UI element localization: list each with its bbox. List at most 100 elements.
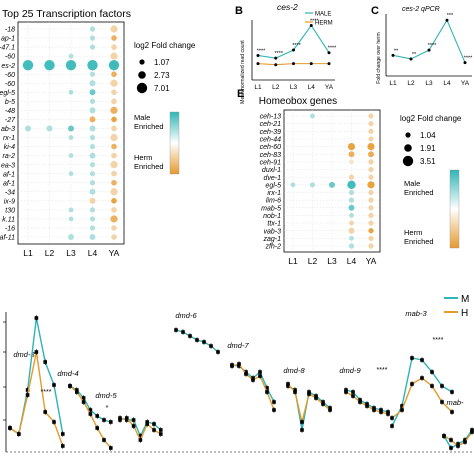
x-tick-label: L3 (290, 84, 298, 91)
row-label: ea-3 (1, 162, 15, 169)
series-point (68, 384, 72, 388)
row-label: ttx-1 (267, 221, 281, 228)
series-point (256, 53, 260, 57)
x-tick-label: L3 (425, 80, 433, 87)
panel-b-series: **** **** **** **** **** (256, 18, 337, 67)
legend-size-dot (404, 144, 412, 152)
row-label: ki-4 (4, 144, 15, 151)
group-label: dmd-3 (13, 350, 35, 359)
row-label: egl-5 (265, 182, 281, 189)
row-label: -48 (5, 108, 15, 115)
series-point (410, 382, 414, 386)
panel-a-dots (22, 25, 120, 240)
dot (348, 151, 355, 158)
x-tick-label: YA (461, 80, 470, 87)
panel-a-title: Top 25 Transcription factors (2, 8, 131, 20)
x-tick-label: YA (325, 84, 334, 91)
series-point (258, 370, 262, 374)
series-line (391, 377, 453, 419)
row-label: -34 (5, 189, 15, 196)
row-label: lim-6 (266, 198, 281, 205)
series-point (102, 438, 106, 442)
series-point (463, 61, 467, 65)
legend-size-label: 1.91 (420, 144, 436, 153)
dot (89, 44, 96, 50)
row-label: vab-3 (263, 228, 281, 235)
series-point (244, 372, 248, 376)
dot (309, 182, 316, 188)
series-point (372, 408, 376, 412)
panel-f-group: dmd-9 (339, 366, 390, 417)
dot (111, 44, 117, 50)
panel-e-colorbar-top-label-2: Enriched (404, 188, 434, 197)
series-point (188, 334, 192, 338)
series-point (274, 56, 278, 60)
series-point (327, 51, 331, 55)
group-label: dmd-6 (175, 311, 197, 320)
series-point (131, 418, 136, 422)
series-point (181, 330, 185, 334)
dot (329, 181, 335, 188)
series-line (9, 317, 64, 436)
series-point (17, 432, 21, 436)
series-point (314, 396, 318, 400)
dot (111, 89, 117, 96)
dot (68, 153, 74, 159)
dot (89, 152, 96, 159)
dot (110, 215, 118, 223)
dot (111, 125, 117, 132)
dot (89, 26, 96, 32)
significance-label: **** (328, 46, 337, 52)
row-label: ra-2 (3, 153, 16, 160)
series-point (216, 350, 220, 354)
panel-f-legend-herm: H (461, 308, 468, 319)
series-point (427, 48, 431, 52)
group-label: dmd-8 (283, 366, 305, 375)
row-label: irx-1 (267, 190, 281, 197)
legend-size-label: 2.73 (154, 71, 170, 80)
panel-e: E Homeobox genes ceh-13ceh-21ceh-39ceh-4… (237, 88, 462, 266)
series-point (265, 390, 269, 394)
significance-label: ** (412, 52, 417, 58)
series-line (391, 357, 453, 427)
series-point (293, 390, 297, 394)
series-point (463, 440, 467, 444)
dot (110, 25, 118, 33)
series-point (450, 410, 454, 414)
dot (110, 106, 118, 114)
panel-b-title: ces-2 (277, 2, 298, 12)
panel-b-ylabel: Mean normalized read count (240, 40, 246, 104)
dot (111, 143, 117, 150)
dot (368, 197, 374, 203)
series-point (81, 400, 86, 404)
panel-f-group: dmd-4 (57, 369, 113, 451)
row-label: af-11 (0, 235, 15, 242)
row-label: egl-5 (0, 90, 15, 97)
x-tick-label: L1 (254, 84, 262, 91)
series-point (109, 446, 113, 450)
row-label: zag-1 (262, 236, 281, 243)
row-label: ab-3 (1, 126, 15, 133)
series-point (351, 390, 355, 394)
series-point (34, 350, 39, 354)
row-label: k.11 (2, 217, 15, 224)
panel-a-colorbar-bottom-label-2: Enriched (134, 162, 164, 171)
row-label: rx-1 (3, 135, 15, 142)
series-point (209, 344, 213, 348)
panel-e-legend-title: log2 Fold change (400, 114, 462, 123)
row-label: -18 (5, 27, 15, 34)
x-tick-label: L2 (45, 248, 55, 258)
series-point (43, 360, 47, 364)
dot (89, 225, 96, 231)
dot (367, 181, 375, 189)
row-label: -60 (5, 54, 15, 61)
dot (89, 134, 96, 141)
panel-e-dots (290, 113, 375, 249)
row-label: ceh-60 (260, 144, 282, 151)
dot (349, 159, 354, 165)
panel-b-legend-male: MALE (315, 12, 331, 18)
dot (348, 189, 355, 196)
dot (65, 59, 77, 71)
panel-f-group: mab-3 (390, 309, 454, 429)
series-point (125, 416, 129, 420)
